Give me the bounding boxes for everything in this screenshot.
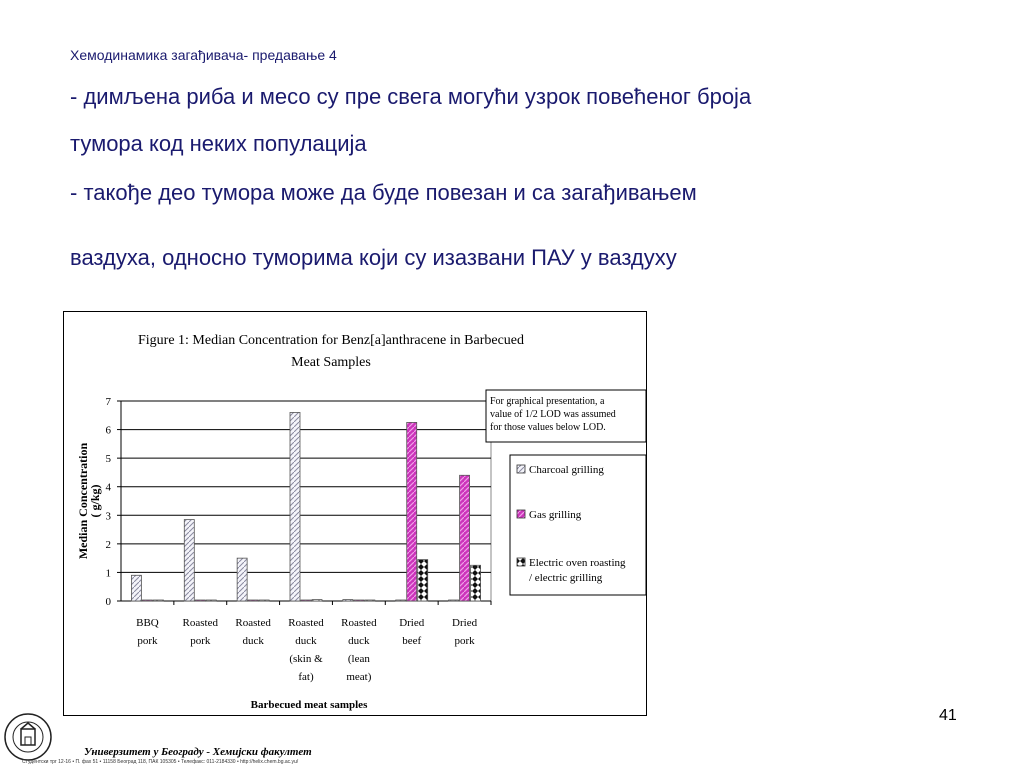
bar-0-0 <box>131 574 142 602</box>
legend-label: Charcoal grilling <box>529 464 604 476</box>
x-tick-label: beef <box>402 635 421 647</box>
x-tick-label: duck <box>242 635 264 647</box>
bar-1-6 <box>459 474 470 602</box>
note-box <box>485 389 647 443</box>
bar-0-2 <box>236 557 248 602</box>
x-tick-label: (skin & <box>289 653 323 665</box>
y-tick-label: 6 <box>106 425 112 437</box>
body-line-2: тумора код неких популација <box>70 131 367 156</box>
chart-title-line: Meat Samples <box>291 355 371 370</box>
y-tick-label: 1 <box>106 567 112 579</box>
x-tick-label: (lean <box>348 653 370 665</box>
note-text: For graphical presentation, a <box>490 396 605 407</box>
x-tick-label: Roasted <box>235 617 271 629</box>
x-tick-label: pork <box>190 635 211 647</box>
x-tick-label: duck <box>348 635 370 647</box>
legend-label: Gas grilling <box>529 509 582 521</box>
x-tick-label: duck <box>295 635 317 647</box>
bar-0-6 <box>448 599 459 602</box>
legend-swatch <box>516 509 526 519</box>
note-text: value of 1/2 LOD was assumed <box>490 409 616 420</box>
plot-area <box>120 400 492 602</box>
note-text: for those values below LOD. <box>490 422 606 433</box>
y-axis-label: ( g/kg) <box>88 484 102 517</box>
bar-2-2 <box>258 599 270 602</box>
x-tick-label: Dried <box>452 617 478 629</box>
bar-0-3 <box>289 412 301 602</box>
x-tick-label: fat) <box>298 671 314 683</box>
bar-1-4 <box>353 599 365 602</box>
x-tick-label: Dried <box>399 617 425 629</box>
x-tick-label: BBQ <box>136 617 159 629</box>
chart-title-line: Figure 1: Median Concentration for Benz[… <box>138 333 524 348</box>
y-tick-label: 7 <box>106 396 112 408</box>
bar-1-0 <box>142 599 153 602</box>
x-axis-label: Barbecued meat samples <box>251 699 368 711</box>
y-tick-label: 3 <box>106 510 112 522</box>
chart-frame: Figure 1: Median Concentration for Benz[… <box>63 311 647 716</box>
footer-university-title: Универзитет у Београду - Хемијски факулт… <box>84 746 312 758</box>
bar-2-3 <box>311 599 323 602</box>
legend-label: / electric grilling <box>529 572 603 584</box>
bar-0-1 <box>183 519 195 602</box>
x-tick-label: Roasted <box>341 617 377 629</box>
y-axis-label: Median Concentration <box>76 443 90 560</box>
legend-swatch <box>516 464 526 474</box>
bar-2-6 <box>470 564 481 602</box>
body-line-3: - такође део тумора може да буде повезан… <box>70 180 697 205</box>
bar-2-4 <box>364 599 376 602</box>
x-tick-label: pork <box>137 635 158 647</box>
bar-2-1 <box>205 599 217 602</box>
bar-0-5 <box>395 599 407 602</box>
footer-address: Студентски трг 12-16 • П. фах 51 • 11158… <box>22 759 299 765</box>
bar-1-3 <box>300 599 312 602</box>
body-line-4: ваздуха, односно туморима који су изазва… <box>70 245 677 270</box>
y-tick-label: 5 <box>106 453 112 465</box>
bar-1-2 <box>247 599 259 602</box>
x-tick-label: pork <box>454 635 475 647</box>
slide-number: 41 <box>939 707 957 724</box>
bar-2-0 <box>153 599 164 602</box>
y-tick-label: 2 <box>106 539 112 551</box>
legend-label: Electric oven roasting <box>529 557 626 569</box>
bar-0-4 <box>342 599 354 602</box>
x-tick-label: meat) <box>346 671 371 683</box>
body-line-1: - димљена риба и месо су пре свега могућ… <box>70 84 752 109</box>
y-tick-label: 4 <box>106 482 112 494</box>
legend-box <box>509 454 647 596</box>
y-tick-label: 0 <box>106 596 112 608</box>
x-tick-label: Roasted <box>288 617 324 629</box>
x-tick-label: Roasted <box>183 617 219 629</box>
bar-1-1 <box>194 599 206 602</box>
bar-chart: Figure 1: Median Concentration for Benz[… <box>76 333 647 711</box>
bar-2-5 <box>417 559 429 602</box>
slide-header: Хемодинамика загађивача- предавање 4 <box>70 47 337 63</box>
bar-1-5 <box>406 422 418 602</box>
legend-swatch <box>516 557 526 567</box>
university-seal-logo <box>2 712 56 767</box>
